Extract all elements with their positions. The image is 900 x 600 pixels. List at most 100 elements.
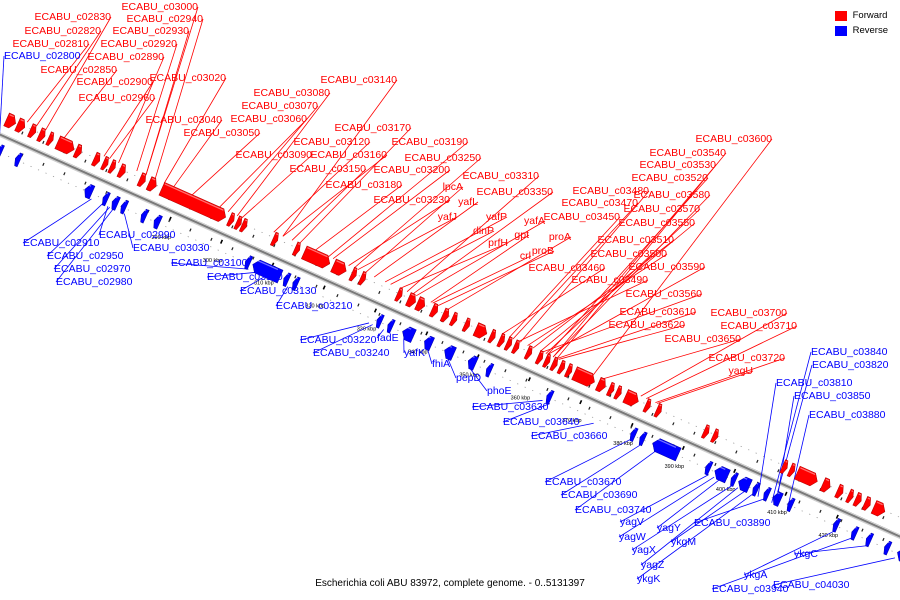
tick-label: 370 kbp bbox=[562, 418, 582, 424]
tick-mark bbox=[527, 377, 531, 382]
leader-line bbox=[636, 493, 753, 580]
reverse-gene bbox=[244, 255, 254, 270]
legend-forward-label: Forward bbox=[852, 10, 888, 21]
strand-mark bbox=[315, 284, 318, 288]
forward-gene bbox=[145, 176, 157, 192]
reverse-gene bbox=[883, 540, 893, 556]
gene-arrow-shine bbox=[489, 363, 492, 366]
leader-line bbox=[743, 530, 835, 576]
forward-gene-label: ECABU_c02900 bbox=[77, 76, 154, 88]
gene-arrow-shine bbox=[33, 124, 36, 127]
reverse-gene bbox=[730, 472, 739, 487]
gene-arrow-shine bbox=[887, 541, 890, 544]
gene-arrow bbox=[845, 488, 854, 504]
gene-arrow-shine bbox=[851, 490, 854, 493]
gene-arrow-shine bbox=[548, 354, 551, 357]
forward-gene bbox=[300, 245, 331, 269]
leader-line bbox=[786, 414, 810, 510]
gene-arrow-shine bbox=[97, 153, 100, 156]
leader-line bbox=[530, 422, 594, 437]
leader-line bbox=[502, 403, 550, 423]
gene-arrow bbox=[72, 143, 83, 159]
gene-arrow-shine bbox=[445, 309, 449, 312]
gene-arrow bbox=[897, 547, 900, 567]
tick-mark bbox=[784, 491, 788, 496]
forward-gene-label: ECABU_c03120 bbox=[294, 136, 371, 148]
reverse-gene-label: ykgA bbox=[744, 569, 767, 581]
gene-arrow-shine bbox=[276, 233, 279, 236]
forward-gene-label: ECABU_c03520 bbox=[632, 172, 709, 184]
strand-mark bbox=[756, 459, 759, 463]
reverse-gene-label: ECABU_c03220 bbox=[300, 334, 377, 346]
leader-line bbox=[602, 338, 742, 380]
gene-arrow-shine bbox=[113, 160, 116, 163]
gene-arrow-shine bbox=[734, 472, 737, 475]
gene-arrow-shine bbox=[601, 378, 605, 381]
reverse-gene-label: ECABU_c02970 bbox=[54, 263, 131, 275]
gene-arrow bbox=[348, 266, 358, 282]
reverse-gene-label: ECABU_c03130 bbox=[240, 285, 317, 297]
strand-mark bbox=[357, 303, 360, 307]
reverse-gene-label: ECABU_c03850 bbox=[794, 390, 871, 402]
forward-gene-label: ECABU_c03530 bbox=[640, 159, 717, 171]
forward-gene-label: ECABU_c02810 bbox=[13, 38, 90, 50]
reverse-gene-label: phoE bbox=[487, 385, 512, 397]
forward-gene-label: ECABU_c03460 bbox=[529, 262, 606, 274]
gene-arrow bbox=[439, 307, 450, 323]
gene-arrow bbox=[444, 345, 457, 361]
reverse-gene bbox=[14, 152, 24, 168]
strand-mark bbox=[105, 168, 108, 173]
forward-gene bbox=[542, 353, 551, 368]
strand-mark bbox=[882, 537, 885, 542]
leader-line bbox=[239, 276, 266, 292]
leader-line bbox=[471, 400, 543, 408]
forward-gene-label: ECABU_c02820 bbox=[25, 25, 102, 37]
strand-mark bbox=[525, 378, 528, 382]
reverse-gene-label: yafK bbox=[404, 347, 425, 359]
reverse-gene-label: fhiA bbox=[432, 358, 450, 370]
reverse-gene-label: ECABU_c02910 bbox=[23, 237, 100, 249]
legend-forward: Forward bbox=[834, 8, 888, 23]
strand-mark bbox=[231, 225, 234, 229]
gene-arrow-shine bbox=[708, 461, 711, 464]
reverse-gene-label: ECABU_c03110 bbox=[207, 271, 283, 283]
gene-arrow bbox=[90, 151, 101, 167]
strand-mark bbox=[231, 247, 234, 251]
gene-arrow bbox=[652, 438, 682, 462]
forward-gene-label: ECABU_c02890 bbox=[88, 51, 165, 63]
strand-mark bbox=[588, 384, 591, 388]
leader-line bbox=[618, 476, 715, 538]
strand-mark bbox=[546, 365, 549, 370]
gene-arrow bbox=[605, 381, 615, 397]
gene-arrow-shine bbox=[232, 213, 235, 216]
strand-mark bbox=[861, 528, 864, 532]
gene-arrow bbox=[472, 322, 488, 339]
leader-line bbox=[447, 236, 572, 311]
gene-arrow-shine bbox=[297, 243, 301, 245]
tick-mark bbox=[219, 239, 224, 244]
gene-arrow bbox=[3, 112, 16, 129]
forward-gene bbox=[845, 488, 854, 504]
gene-arrow-shine bbox=[447, 344, 453, 348]
strand-mark bbox=[693, 431, 696, 435]
tick-mark bbox=[681, 445, 685, 451]
gene-arrow bbox=[428, 302, 439, 318]
tick-mark bbox=[425, 331, 429, 336]
gene-arrow bbox=[448, 311, 458, 327]
gene-arrow bbox=[101, 191, 111, 207]
gene-arrow-shine bbox=[400, 288, 403, 291]
reverse-gene-label: ECABU_c02980 bbox=[56, 276, 133, 288]
gene-arrow-shine bbox=[151, 177, 156, 181]
forward-gene bbox=[642, 398, 652, 413]
gene-arrow bbox=[244, 255, 254, 270]
gene-arrow bbox=[714, 466, 731, 484]
gene-arrow-shine bbox=[840, 485, 843, 488]
forward-gene-label: ECABU_c03720 bbox=[709, 352, 786, 364]
tick-label: 330 kbp bbox=[357, 327, 377, 333]
strand-mark bbox=[693, 453, 696, 457]
gene-arrow bbox=[763, 487, 772, 502]
strand-mark bbox=[672, 422, 675, 426]
gene-arrow-shine bbox=[411, 293, 415, 297]
forward-gene bbox=[394, 287, 403, 302]
forward-gene bbox=[14, 117, 26, 133]
